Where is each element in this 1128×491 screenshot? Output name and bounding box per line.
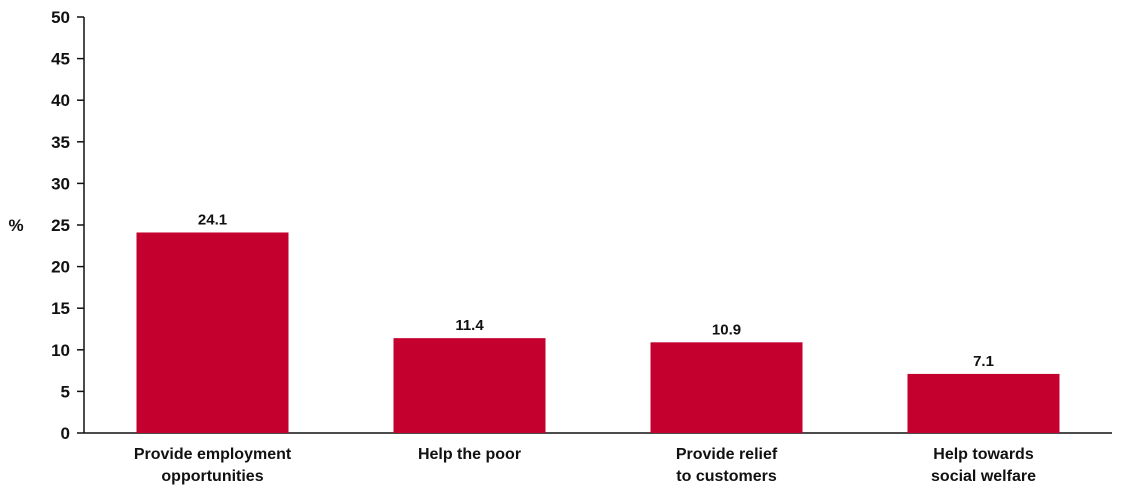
bar-value-label: 11.4 xyxy=(455,317,484,334)
category-labels: Provide employment opportunities Help the … xyxy=(134,446,1036,485)
bar-value-labels: 24.1 11.4 10.9 7.1 xyxy=(198,211,994,369)
category-label: Help towards xyxy=(933,446,1034,463)
y-tick-label: 45 xyxy=(51,50,70,69)
y-tick-label: 10 xyxy=(51,341,70,360)
category-label: Provide employment xyxy=(134,446,292,463)
bar xyxy=(907,373,1060,433)
category-label: opportunities xyxy=(161,468,263,485)
y-axis-label: % xyxy=(8,216,23,235)
category-label: to customers xyxy=(676,468,777,485)
y-tick-label: 40 xyxy=(51,91,70,110)
bar xyxy=(136,232,289,433)
y-tick-label: 25 xyxy=(51,216,70,235)
category-label: social welfare xyxy=(931,468,1036,485)
y-tick-label: 20 xyxy=(51,258,70,277)
category-label: Help the poor xyxy=(418,446,521,463)
y-tick-label: 15 xyxy=(51,299,70,318)
bar-value-label: 10.9 xyxy=(712,321,741,338)
y-tick-label: 50 xyxy=(51,8,70,27)
bar xyxy=(393,338,546,433)
bar-value-label: 24.1 xyxy=(198,211,227,228)
y-tick-label: 5 xyxy=(61,382,70,401)
category-label: Provide relief xyxy=(676,446,778,463)
bar xyxy=(650,342,803,433)
bars xyxy=(136,232,1060,433)
y-tick-label: 35 xyxy=(51,133,70,152)
y-tick-label: 30 xyxy=(51,174,70,193)
y-axis-ticks: 0 5 10 15 20 25 30 35 40 45 50 xyxy=(51,8,84,443)
y-tick-label: 0 xyxy=(61,424,70,443)
bar-value-label: 7.1 xyxy=(973,353,994,370)
